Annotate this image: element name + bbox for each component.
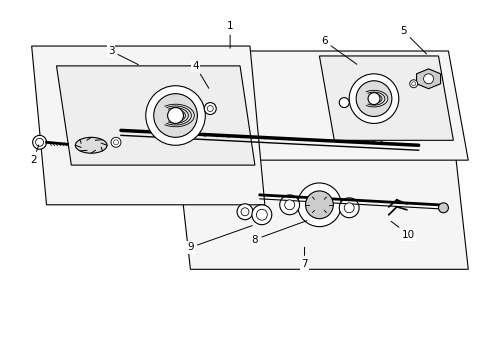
Circle shape: [154, 94, 197, 137]
Circle shape: [339, 98, 349, 108]
Polygon shape: [416, 69, 441, 89]
Circle shape: [114, 140, 119, 145]
Polygon shape: [319, 56, 453, 140]
Circle shape: [280, 195, 299, 215]
Polygon shape: [75, 138, 107, 153]
Circle shape: [344, 203, 354, 213]
Circle shape: [349, 74, 399, 123]
Polygon shape: [56, 66, 255, 165]
Text: 3: 3: [108, 46, 138, 65]
Text: 8: 8: [251, 221, 307, 244]
Text: 5: 5: [400, 26, 427, 54]
Polygon shape: [42, 51, 468, 160]
Circle shape: [306, 191, 333, 219]
Circle shape: [252, 205, 272, 225]
Circle shape: [256, 209, 268, 220]
Circle shape: [241, 208, 249, 216]
Circle shape: [237, 204, 253, 220]
Circle shape: [439, 203, 448, 213]
Text: 1: 1: [227, 21, 233, 48]
Circle shape: [297, 183, 341, 227]
Circle shape: [36, 138, 44, 146]
Circle shape: [356, 81, 392, 117]
Circle shape: [412, 82, 416, 86]
Circle shape: [33, 135, 47, 149]
Polygon shape: [32, 46, 265, 205]
Circle shape: [285, 200, 294, 210]
Circle shape: [168, 108, 183, 123]
Circle shape: [368, 93, 380, 105]
Circle shape: [339, 198, 359, 218]
Circle shape: [111, 137, 121, 147]
Circle shape: [146, 86, 205, 145]
Text: 6: 6: [321, 36, 357, 64]
Text: 10: 10: [391, 221, 416, 239]
Polygon shape: [171, 91, 468, 269]
Text: 2: 2: [30, 145, 39, 165]
Text: 4: 4: [192, 61, 209, 88]
Circle shape: [207, 105, 213, 112]
Circle shape: [424, 74, 434, 84]
Text: 9: 9: [187, 226, 252, 252]
Text: 7: 7: [301, 247, 308, 269]
Circle shape: [204, 103, 216, 114]
Circle shape: [410, 80, 417, 88]
